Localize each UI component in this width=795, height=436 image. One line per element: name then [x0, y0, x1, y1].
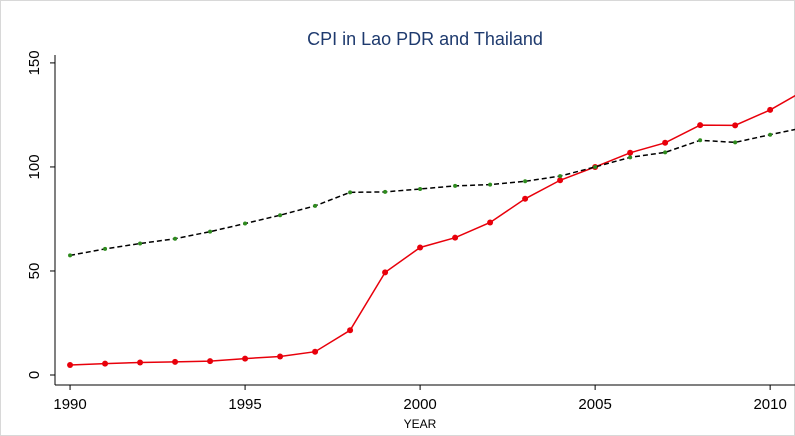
point — [768, 132, 773, 137]
chart-title: CPI in Lao PDR and Thailand — [307, 29, 543, 49]
point — [383, 189, 388, 194]
x-tick-label: 1995 — [228, 396, 261, 413]
point — [137, 359, 144, 366]
point — [627, 149, 634, 156]
point — [767, 106, 774, 113]
point — [453, 183, 458, 188]
point — [348, 190, 353, 195]
point — [172, 358, 179, 365]
x-tick-label: 2010 — [753, 396, 786, 413]
point — [733, 140, 738, 145]
point — [243, 221, 248, 226]
point — [697, 122, 704, 129]
point — [313, 203, 318, 208]
point — [382, 269, 389, 276]
point — [102, 360, 109, 367]
point — [732, 122, 739, 129]
point — [418, 186, 423, 191]
point — [277, 353, 284, 360]
point — [278, 213, 283, 218]
point — [593, 164, 598, 169]
x-tick-label: 2005 — [578, 396, 611, 413]
point — [312, 348, 319, 355]
point — [138, 241, 143, 246]
point — [662, 139, 669, 146]
x-tick-label: 2000 — [403, 396, 436, 413]
point — [558, 174, 563, 179]
y-tick-label: 150 — [26, 50, 43, 75]
point — [628, 155, 633, 160]
point — [67, 362, 74, 369]
point — [487, 219, 494, 226]
series-line — [69, 128, 795, 257]
point — [207, 358, 214, 365]
point — [522, 195, 529, 202]
point — [173, 236, 178, 241]
y-tick-label: 0 — [26, 371, 43, 379]
plot-area — [67, 94, 795, 369]
x-tick-label: 1990 — [53, 396, 86, 413]
point — [452, 234, 459, 241]
series-line — [70, 94, 795, 366]
point — [242, 355, 249, 362]
point — [347, 327, 354, 334]
point — [68, 253, 73, 258]
point — [103, 246, 108, 251]
y-tick-label: 50 — [26, 263, 43, 280]
point — [208, 229, 213, 234]
point — [417, 244, 424, 251]
y-tick-label: 100 — [26, 154, 43, 179]
point — [663, 150, 668, 155]
point — [488, 182, 493, 187]
x-axis-label: YEAR — [404, 417, 437, 431]
point — [698, 138, 703, 143]
point — [523, 179, 528, 184]
point — [557, 177, 564, 184]
